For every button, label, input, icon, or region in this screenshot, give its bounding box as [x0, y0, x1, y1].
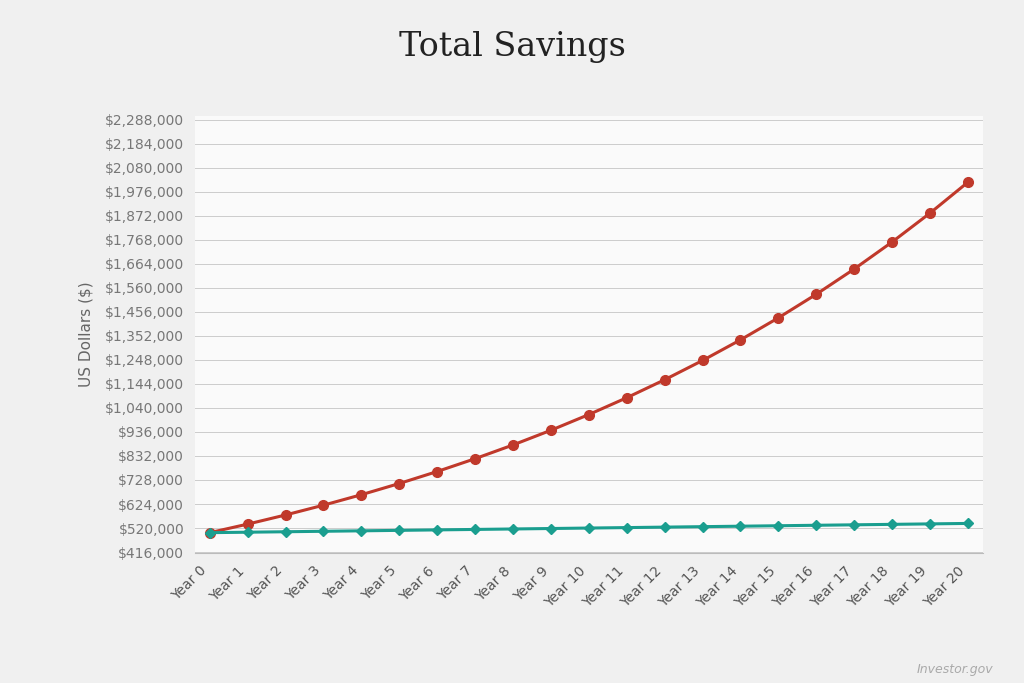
Text: Investor.gov: Investor.gov	[916, 663, 993, 676]
Text: Total Savings: Total Savings	[398, 31, 626, 63]
Y-axis label: US Dollars ($): US Dollars ($)	[79, 282, 94, 387]
